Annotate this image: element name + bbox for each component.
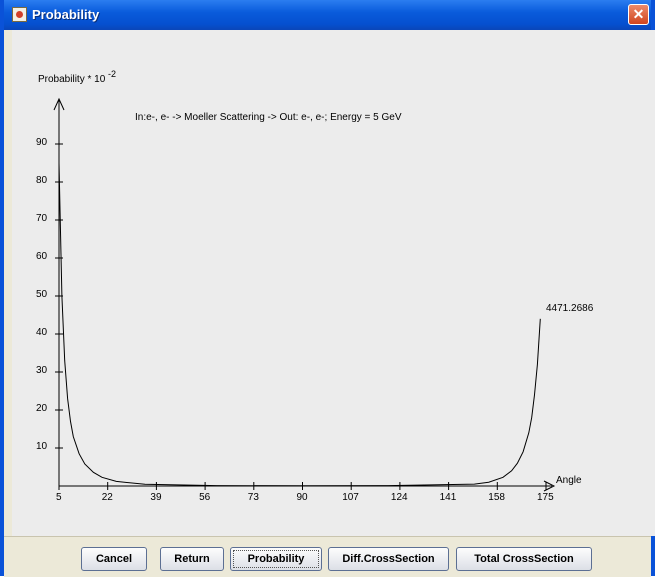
diff-cross-section-button[interactable]: Diff.CrossSection (328, 547, 449, 571)
x-tick-label: 124 (390, 492, 408, 503)
probability-curve (58, 162, 541, 487)
y-tick-label: 70 (36, 213, 48, 224)
x-tick-label: 22 (101, 492, 113, 503)
y-axis-label-text: Probability * 10 (38, 74, 106, 85)
x-tick-label: 141 (439, 492, 457, 503)
x-tick-label: 158 (488, 492, 505, 503)
button-bar: Cancel Return Probability Diff.CrossSect… (4, 536, 651, 577)
java-cup-icon (12, 7, 27, 22)
y-tick-label: 10 (36, 441, 48, 452)
y-tick-label: 50 (36, 289, 48, 300)
x-tick-label: 107 (342, 492, 359, 503)
x-tick-label: 175 (537, 492, 554, 503)
y-tick-label: 60 (36, 251, 48, 262)
total-cross-section-button[interactable]: Total CrossSection (456, 547, 592, 571)
title-bar[interactable]: Probability ✕ (4, 0, 651, 30)
y-axis-label: Probability * 10 -2 (38, 69, 116, 85)
y-axis-arrow (53, 97, 65, 111)
chart-title: In:e-, e- -> Moeller Scattering -> Out: … (135, 112, 402, 123)
y-tick-label: 80 (36, 175, 48, 186)
x-axis-arrow (543, 480, 556, 492)
chart-canvas: Probability * 10 -2 In:e-, e- -> Moeller… (12, 30, 655, 536)
x-tick-label: 56 (199, 492, 211, 503)
x-tick-label: 73 (247, 492, 259, 503)
probability-button[interactable]: Probability (230, 547, 322, 571)
x-tick-label: 39 (150, 492, 162, 503)
y-tick-label: 20 (36, 403, 48, 414)
y-tick-label: 90 (36, 137, 48, 148)
x-tick-label: 90 (296, 492, 308, 503)
y-tick-label: 30 (36, 365, 48, 376)
x-axis-label: Angle (556, 475, 582, 486)
y-tick-label: 40 (36, 327, 48, 338)
y-axis-label-exponent: -2 (108, 69, 117, 79)
x-tick-label: 5 (56, 492, 62, 503)
return-button[interactable]: Return (160, 547, 224, 571)
probability-chart (53, 97, 556, 492)
max-value-annotation: 4471.2686 (546, 303, 594, 314)
cancel-button[interactable]: Cancel (81, 547, 147, 571)
window-title: Probability (32, 7, 100, 22)
close-button[interactable]: ✕ (628, 4, 649, 25)
